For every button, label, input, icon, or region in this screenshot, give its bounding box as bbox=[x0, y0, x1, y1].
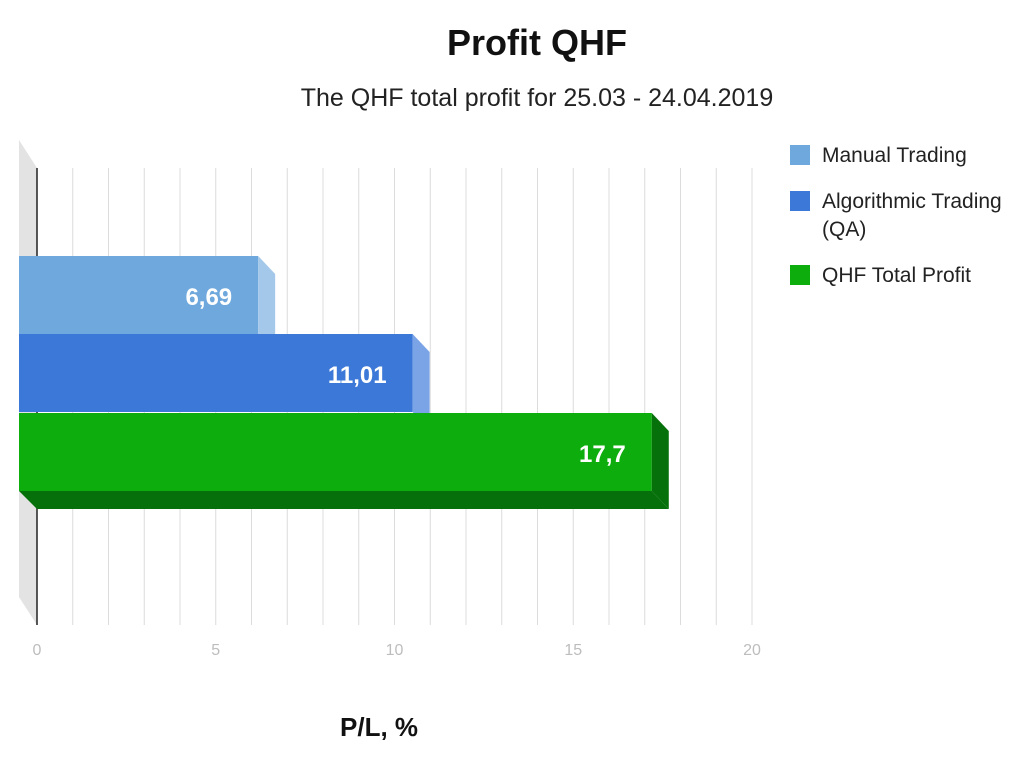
legend-swatch bbox=[790, 265, 810, 285]
legend-label: QHF Total Profit bbox=[822, 264, 971, 287]
bar bbox=[19, 256, 259, 334]
bar-bottom bbox=[19, 491, 669, 509]
bar-side bbox=[412, 334, 430, 430]
bar-side bbox=[651, 413, 669, 509]
x-tick-label: 10 bbox=[386, 642, 404, 659]
legend-item: Algorithmic Trading (QA) bbox=[790, 188, 1020, 244]
legend-item: Manual Trading bbox=[790, 142, 1020, 170]
chart-title: Profit QHF bbox=[447, 22, 627, 63]
legend-swatch bbox=[790, 145, 810, 165]
legend-label: Manual Trading bbox=[822, 144, 967, 167]
bar-value-label: 6,69 bbox=[185, 284, 232, 311]
legend-item: QHF Total Profit bbox=[790, 262, 1020, 290]
legend: Manual Trading Algorithmic Trading (QA) … bbox=[790, 142, 1020, 308]
legend-label: Algorithmic Trading (QA) bbox=[822, 190, 1002, 241]
legend-swatch bbox=[790, 191, 810, 211]
chart-subtitle: The QHF total profit for 25.03 - 24.04.2… bbox=[300, 84, 774, 112]
x-tick-label: 20 bbox=[743, 642, 761, 659]
x-tick-label: 0 bbox=[33, 642, 42, 659]
bar bbox=[19, 334, 413, 412]
x-tick-label: 15 bbox=[564, 642, 582, 659]
x-axis-label: P/L, % bbox=[340, 712, 419, 742]
bar bbox=[19, 413, 652, 491]
x-tick-label: 5 bbox=[211, 642, 220, 659]
bar-value-label: 17,7 bbox=[579, 441, 626, 468]
bar-value-label: 11,01 bbox=[328, 362, 387, 389]
bar-side bbox=[258, 256, 276, 352]
